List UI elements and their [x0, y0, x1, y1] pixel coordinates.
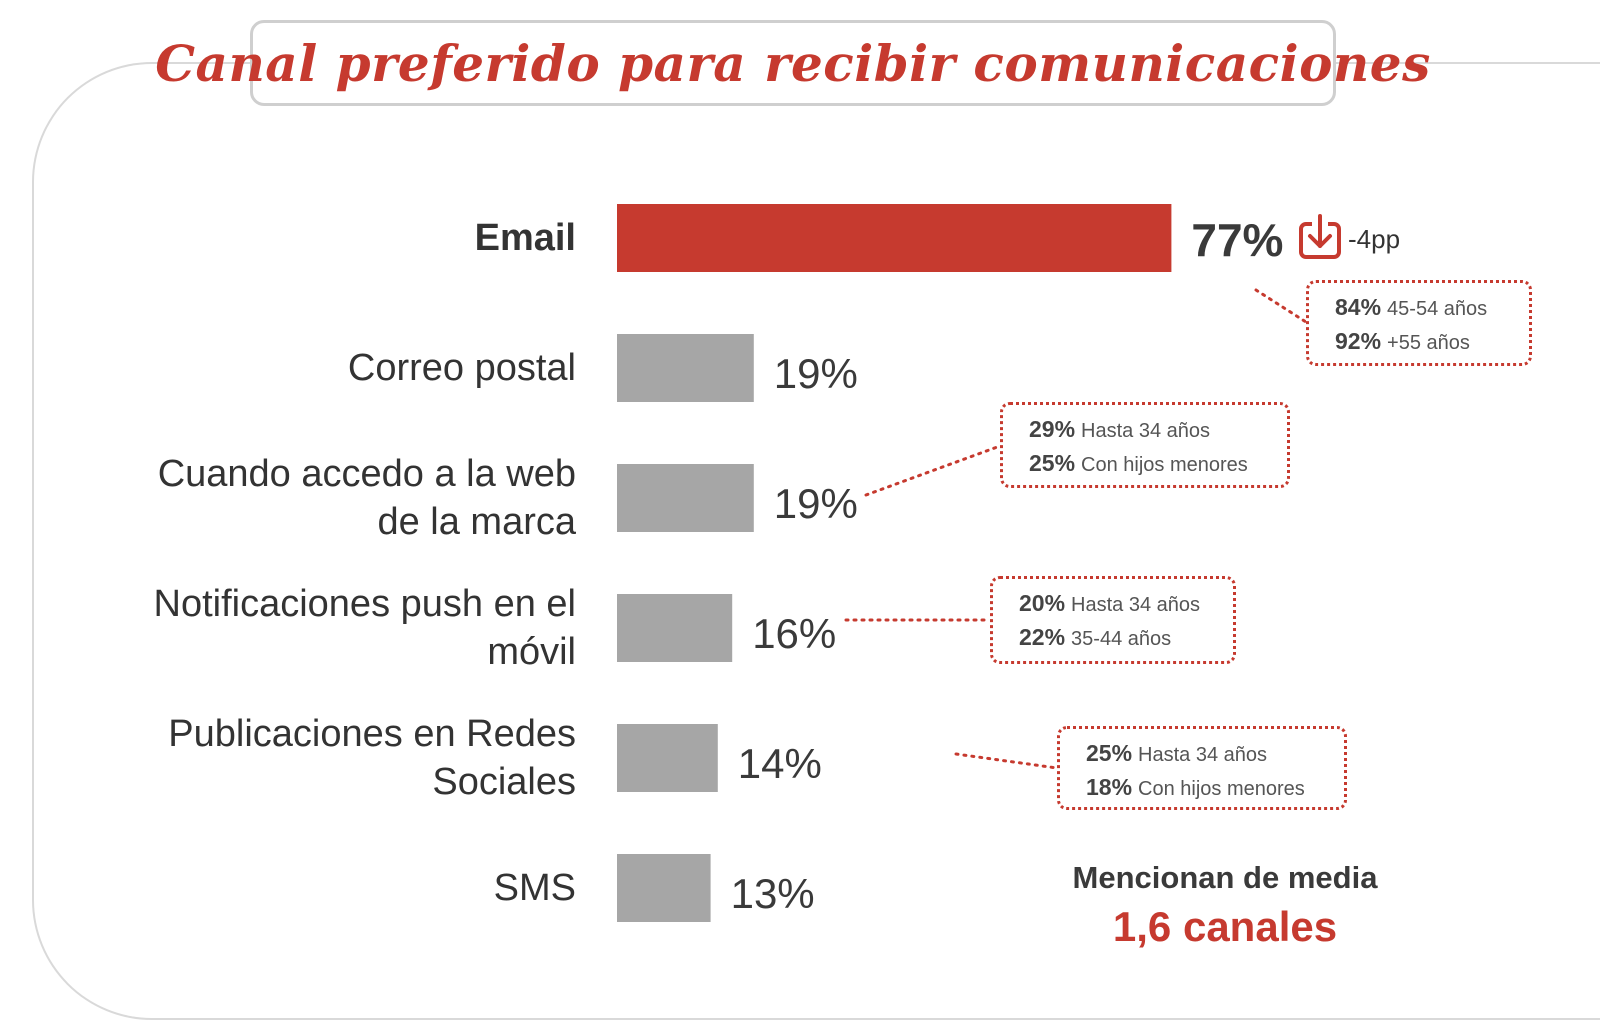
breakdown-row: 29% Hasta 34 años: [1029, 413, 1269, 447]
connector-0: [1254, 288, 1308, 324]
category-label-5: SMS: [493, 867, 576, 909]
breakdown-pct: 22%: [1019, 624, 1066, 650]
download-arrow-icon: [1299, 214, 1341, 259]
email-change-label: -4pp: [1348, 224, 1401, 254]
chart-title: Canal preferido para recibir comunicacio…: [155, 33, 1431, 93]
summary-line2: 1,6 canales: [1112, 903, 1338, 950]
breakdown-note-1: 29% Hasta 34 años 25% Con hijos menores: [1000, 402, 1290, 488]
breakdown-label: Con hijos menores: [1081, 454, 1248, 476]
value-label-0: 77%: [1191, 214, 1284, 266]
breakdown-label: Con hijos menores: [1138, 778, 1305, 800]
breakdown-note-3: 25% Hasta 34 años 18% Con hijos menores: [1057, 726, 1347, 810]
category-label-0: Email: [474, 217, 576, 259]
breakdown-label: +55 años: [1387, 332, 1470, 354]
breakdown-pct: 18%: [1086, 774, 1133, 800]
breakdown-row: 25% Hasta 34 años: [1086, 737, 1326, 771]
bar-3: [617, 594, 733, 662]
value-label-3: 16%: [752, 610, 837, 657]
breakdown-row: 92% +55 años: [1335, 325, 1511, 359]
connector-1: [864, 444, 1002, 497]
value-label-5: 13%: [730, 870, 815, 917]
connector-3: [954, 752, 1059, 770]
summary-line1: Mencionan de media: [1072, 860, 1378, 895]
breakdown-label: 45-54 años: [1387, 298, 1488, 320]
breakdown-pct: 29%: [1029, 416, 1076, 442]
breakdown-label: Hasta 34 años: [1081, 420, 1211, 442]
breakdown-note-2: 20% Hasta 34 años 22% 35-44 años: [990, 576, 1236, 664]
breakdown-row: 84% 45-54 años: [1335, 291, 1511, 325]
breakdown-note-0: 84% 45-54 años 92% +55 años: [1306, 280, 1532, 366]
breakdown-pct: 25%: [1086, 740, 1133, 766]
breakdown-row: 18% Con hijos menores: [1086, 771, 1326, 805]
value-label-4: 14%: [737, 740, 822, 787]
breakdown-pct: 92%: [1335, 328, 1382, 354]
breakdown-pct: 84%: [1335, 294, 1382, 320]
breakdown-pct: 20%: [1019, 590, 1066, 616]
breakdown-label: Hasta 34 años: [1071, 594, 1201, 616]
breakdown-pct: 25%: [1029, 450, 1076, 476]
breakdown-row: 20% Hasta 34 años: [1019, 587, 1215, 621]
breakdown-row: 22% 35-44 años: [1019, 621, 1215, 655]
category-label-2: Cuando accedo a la web de la marca: [157, 453, 576, 543]
category-label-1: Correo postal: [347, 347, 576, 389]
summary: Mencionan de media 1,6 canales: [1030, 856, 1420, 954]
category-label-3: Notificaciones push en el móvil: [153, 583, 576, 673]
breakdown-label: Hasta 34 años: [1138, 744, 1268, 766]
value-label-2: 19%: [773, 480, 858, 527]
title-box: Canal preferido para recibir comunicacio…: [155, 20, 1430, 106]
bar-1: [617, 334, 754, 402]
bar-5: [617, 854, 711, 922]
breakdown-label: 35-44 años: [1071, 628, 1172, 650]
bar-4: [617, 724, 718, 792]
category-label-4: Publicaciones en Redes Sociales: [168, 713, 576, 803]
bar-0: [617, 204, 1172, 272]
breakdown-row: 25% Con hijos menores: [1029, 447, 1269, 481]
value-label-1: 19%: [773, 350, 858, 397]
bar-2: [617, 464, 754, 532]
